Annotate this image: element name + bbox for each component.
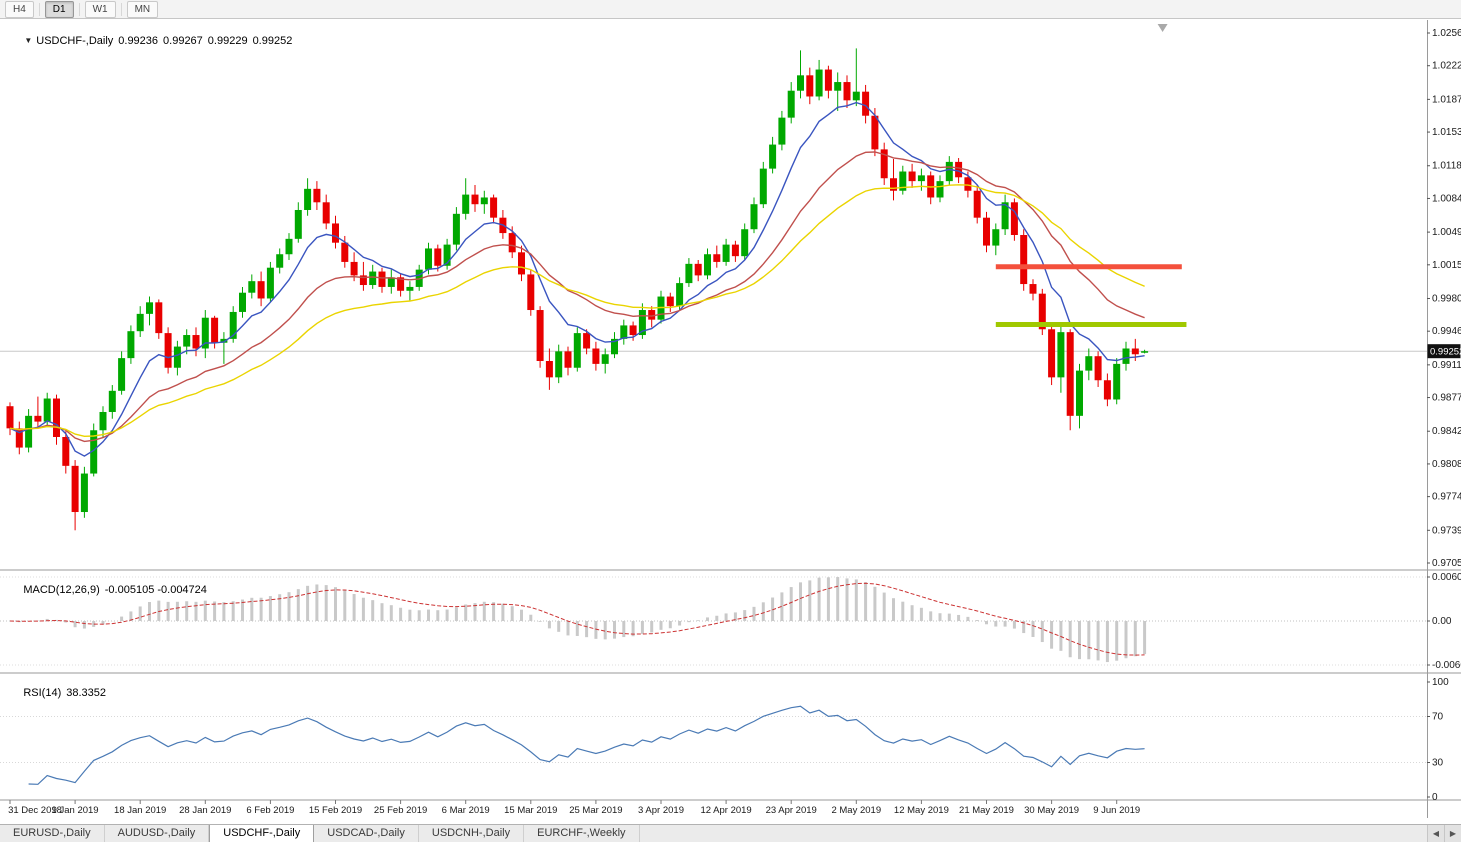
svg-text:0.99252: 0.99252: [1430, 347, 1461, 358]
svg-text:0: 0: [1432, 792, 1438, 803]
svg-text:30 May 2019: 30 May 2019: [1024, 805, 1079, 816]
svg-text:100: 100: [1432, 677, 1449, 688]
bottom-spacer: [0, 818, 1461, 824]
timeframe-button-w1[interactable]: W1: [84, 0, 116, 18]
macd-histogram: [17, 577, 1147, 663]
macd-axis: 0.006058 0.00 -0.006096: [1427, 572, 1461, 671]
chart-area: 1.02560 1.02220 1.01870 1.01530 1.01180 1.008…: [0, 20, 1461, 818]
tab-eurusd-daily[interactable]: EURUSD-,Daily: [0, 825, 105, 842]
timeframe-toolbar: H4 D1 W1 MN: [0, 0, 1461, 19]
toolbar-divider: [38, 2, 40, 16]
svg-text:9 Jan 2019: 9 Jan 2019: [52, 805, 99, 816]
current-price-badge: 0.99252: [1427, 344, 1461, 359]
shift-marker-icon: [1157, 24, 1168, 32]
svg-text:1.01870: 1.01870: [1432, 94, 1461, 105]
tab-usdcad-daily[interactable]: USDCAD-,Daily: [314, 825, 419, 842]
svg-text:6 Mar 2019: 6 Mar 2019: [442, 805, 490, 816]
svg-text:0.00: 0.00: [1432, 616, 1452, 627]
svg-text:1.02560: 1.02560: [1432, 28, 1461, 39]
chart-tab-bar: EURUSD-,Daily AUDUSD-,Daily USDCHF-,Dail…: [0, 824, 1461, 842]
svg-text:12 Apr 2019: 12 Apr 2019: [700, 805, 751, 816]
svg-text:1.00490: 1.00490: [1432, 227, 1461, 238]
svg-text:12 May 2019: 12 May 2019: [894, 805, 949, 816]
tab-usdcnh-daily[interactable]: USDCNH-,Daily: [419, 825, 525, 842]
svg-text:6 Feb 2019: 6 Feb 2019: [246, 805, 294, 816]
tab-eurchf-weekly[interactable]: EURCHF-,Weekly: [524, 825, 640, 842]
svg-text:9 Jun 2019: 9 Jun 2019: [1093, 805, 1140, 816]
levels-layer: [995, 264, 1187, 327]
macd-signal-line: [9, 582, 1145, 656]
rsi-line: [28, 705, 1145, 785]
price-axis: 1.02560 1.02220 1.01870 1.01530 1.01180 1.008…: [1427, 28, 1461, 569]
toolbar-divider: [78, 2, 80, 16]
candles-layer: [6, 48, 1149, 531]
svg-text:23 Apr 2019: 23 Apr 2019: [766, 805, 817, 816]
svg-text:15 Feb 2019: 15 Feb 2019: [309, 805, 362, 816]
svg-text:25 Mar 2019: 25 Mar 2019: [569, 805, 622, 816]
svg-text:18 Jan 2019: 18 Jan 2019: [114, 805, 166, 816]
svg-text:30: 30: [1432, 758, 1444, 769]
svg-text:0.006058: 0.006058: [1432, 572, 1461, 583]
svg-text:2 May 2019: 2 May 2019: [831, 805, 881, 816]
toolbar-divider: [120, 2, 122, 16]
svg-text:31 Dec 2018: 31 Dec 2018: [8, 805, 62, 816]
chart-canvas[interactable]: 1.02560 1.02220 1.01870 1.01530 1.01180 1.008…: [0, 20, 1461, 818]
svg-text:1.00840: 1.00840: [1432, 193, 1461, 204]
timeframe-button-mn[interactable]: MN: [126, 0, 159, 18]
svg-text:21 May 2019: 21 May 2019: [959, 805, 1014, 816]
tab-usdchf-daily[interactable]: USDCHF-,Daily: [209, 825, 315, 842]
timeframe-button-h4[interactable]: H4: [5, 0, 34, 18]
macd-grid: [0, 576, 1427, 666]
moving-averages-layer: [9, 101, 1145, 457]
svg-text:3 Apr 2019: 3 Apr 2019: [638, 805, 684, 816]
tab-scroll-left-icon[interactable]: ◀: [1427, 825, 1444, 842]
svg-text:15 Mar 2019: 15 Mar 2019: [504, 805, 557, 816]
tab-audusd-daily[interactable]: AUDUSD-,Daily: [105, 825, 210, 842]
svg-text:70: 70: [1432, 712, 1444, 723]
symbol-dropdown-icon[interactable]: ▼: [24, 36, 33, 45]
tab-scroll-right-icon[interactable]: ▶: [1444, 825, 1461, 842]
svg-text:1.01180: 1.01180: [1432, 161, 1461, 172]
rsi-grid: [0, 716, 1427, 763]
svg-text:1.02220: 1.02220: [1432, 61, 1461, 72]
tab-scroll-controls: ◀ ▶: [1427, 825, 1461, 842]
timeframe-button-d1[interactable]: D1: [44, 0, 74, 18]
svg-text:28 Jan 2019: 28 Jan 2019: [179, 805, 231, 816]
rsi-axis: 100 70 30 0: [1427, 677, 1449, 803]
svg-text:1.01530: 1.01530: [1432, 127, 1461, 138]
svg-text:25 Feb 2019: 25 Feb 2019: [374, 805, 427, 816]
svg-text:-0.006096: -0.006096: [1432, 660, 1461, 671]
panel-separators: [0, 20, 1461, 818]
